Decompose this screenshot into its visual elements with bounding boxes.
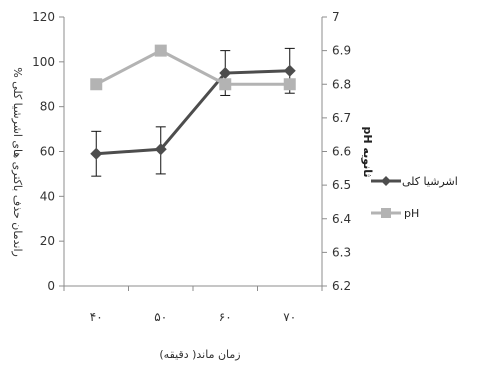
series-line [96, 69, 290, 156]
y-right-tick-label: 6.9 [332, 44, 351, 58]
y-left-tick-label: 0 [47, 279, 55, 293]
series-ecoli [90, 47, 296, 177]
y-right-tick-label: 6.4 [332, 212, 351, 226]
series-layer [90, 44, 296, 177]
x-axis-title: زمان ماند( دقیقه) [159, 348, 240, 361]
data-point [219, 78, 232, 91]
y-right-tick-label: 7 [332, 10, 340, 24]
y-left-tick-label: 20 [40, 234, 55, 248]
x-tick-label: ۶۰ [219, 310, 232, 324]
y-right-tick-label: 6.5 [332, 178, 351, 192]
y-left-tick-label: 100 [32, 55, 55, 69]
legend-marker-ph [381, 208, 391, 218]
legend: اشرشیا کلی pH [371, 175, 458, 220]
legend-label-ph: pH [404, 207, 419, 220]
x-tick-label: ۴۰ [90, 310, 103, 324]
data-point [90, 78, 103, 91]
axes: 0 20 40 60 80 100 120 6.2 6.3 6.4 6.5 6.6 6.7 6.8 6.9 7… [32, 10, 351, 324]
legend-label-ecoli: اشرشیا کلی [402, 175, 458, 188]
legend-item-ecoli: اشرشیا کلی [371, 175, 458, 188]
series-ph [90, 44, 296, 91]
y-right-tick-label: 6.7 [332, 111, 351, 125]
data-point [283, 78, 296, 91]
y-axis-right-title: pH ثانویه [361, 126, 374, 177]
y-axis-left-title: % راندمان حذف باکتری های اشرشیا کلی [11, 67, 24, 257]
y-left-tick-label: 120 [32, 10, 55, 24]
x-tick-label: ۷۰ [283, 310, 296, 324]
data-point [154, 143, 167, 156]
series-line [95, 48, 290, 86]
y-right-tick-label: 6.8 [332, 77, 351, 91]
legend-marker-ecoli [381, 176, 391, 186]
data-point [90, 147, 103, 160]
data-point [219, 67, 232, 80]
y-left-tick-label: 40 [40, 189, 55, 203]
legend-item-ph: pH [371, 207, 419, 220]
y-right-tick-label: 6.6 [332, 145, 351, 159]
y-right-tick-label: 6.2 [332, 279, 351, 293]
data-point [154, 44, 167, 57]
y-left-tick-label: 60 [40, 145, 55, 159]
y-left-tick-label: 80 [40, 100, 55, 114]
data-point [283, 64, 296, 77]
x-tick-label: ۵۰ [154, 310, 167, 324]
y-right-tick-label: 6.3 [332, 245, 351, 259]
